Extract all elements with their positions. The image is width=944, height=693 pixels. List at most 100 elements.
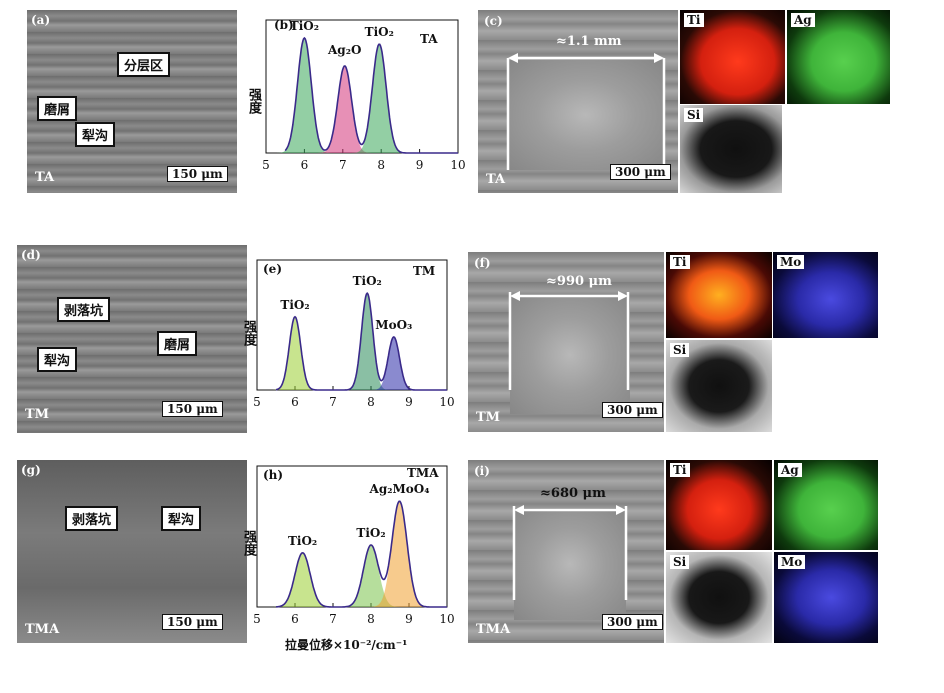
tick-label-b: 10 (450, 158, 465, 172)
tick-label-h: 6 (291, 612, 299, 626)
scale-bar-a: 150 μm (167, 166, 228, 182)
map-label-ag-c: Ag (791, 13, 815, 27)
raman-chart-e: 强度 5 6 7 8 9 10 TiO₂ TiO₂ MoO₃ (e) TM (235, 252, 460, 432)
sample-tag-b: TA (420, 32, 438, 46)
tick-label-h: 7 (329, 612, 337, 626)
panel-label-a: (a) (31, 13, 51, 27)
annotation-debris-d: 磨屑 (157, 331, 198, 356)
peak-fill-e (272, 316, 318, 390)
tick-label-e: 10 (439, 395, 454, 409)
map-label-ag-i: Ag (778, 463, 802, 477)
peak-fill-b (276, 38, 332, 153)
panel-label-c: (c) (484, 14, 503, 28)
annotation-furrow-d: 犁沟 (37, 347, 78, 372)
panel-label-i: (i) (474, 464, 490, 478)
peak-label-b: Ag₂O (327, 43, 361, 57)
peak-label-e: TiO₂ (353, 274, 382, 288)
panel-label-e: (e) (263, 262, 282, 276)
wear-track-i (514, 508, 626, 620)
sample-tag-d: TM (25, 407, 50, 422)
map-label-ti-c: Ti (684, 13, 704, 27)
map-label-si-f: Si (670, 343, 690, 357)
tick-label-b: 5 (262, 158, 270, 172)
sem-image-c: (c) ≈1.1 mm TA 300 μm (478, 10, 678, 193)
sample-tag-a: TA (35, 170, 55, 185)
y-axis-label-h: 强度 (241, 530, 256, 556)
map-label-si-i: Si (670, 555, 690, 569)
raman-svg-e: 5 6 7 8 9 10 TiO₂ TiO₂ MoO₃ (253, 259, 455, 409)
peak-label-b: TiO₂ (365, 25, 394, 39)
peak-label-e: TiO₂ (280, 298, 309, 312)
sample-tag-f: TM (476, 410, 501, 425)
panel-label-f: (f) (474, 256, 491, 270)
eds-map-ti-i: Ti (666, 460, 772, 550)
raman-svg-h: 5 6 7 8 9 10 TiO₂ TiO₂ Ag₂MoO₄ (253, 465, 455, 626)
annotation-spall-pit: 剥落坑 (57, 297, 111, 322)
sem-image-a: (a) 分层区 磨屑 犁沟 TA 150 μm (27, 10, 237, 193)
width-label-c: ≈1.1 mm (556, 34, 622, 49)
eds-map-mo-i: Mo (774, 552, 878, 643)
annotation-furrow-g: 犁沟 (161, 506, 202, 531)
eds-map-si-f: Si (666, 340, 772, 432)
eds-map-ag-c: Ag (787, 10, 890, 104)
width-label-f: ≈990 μm (546, 274, 612, 289)
sample-tag-h: TMA (407, 466, 439, 480)
map-label-ti-f: Ti (670, 255, 690, 269)
panel-label-g: (g) (21, 463, 41, 477)
sem-image-g: (g) 剥落坑 犁沟 TMA 150 μm (17, 460, 247, 643)
annotation-furrow: 犁沟 (75, 122, 116, 147)
annotation-layer-zone: 分层区 (117, 52, 171, 77)
scale-bar-d: 150 μm (162, 401, 223, 417)
annotation-debris: 磨屑 (37, 96, 78, 121)
y-axis-label-e: 强度 (241, 320, 256, 346)
panel-label-d: (d) (21, 248, 41, 262)
eds-map-si-c: Si (680, 105, 782, 193)
tick-label-e: 5 (253, 395, 261, 409)
scale-bar-i: 300 μm (602, 614, 663, 630)
tick-label-e: 7 (329, 395, 337, 409)
tick-label-h: 5 (253, 612, 261, 626)
tick-label-h: 8 (367, 612, 375, 626)
wear-track-c (508, 60, 663, 170)
peak-fill-e (371, 336, 417, 390)
raman-svg-b: 5 6 7 8 9 10 TiO₂ Ag₂O TiO₂ (262, 19, 465, 172)
sample-tag-g: TMA (25, 622, 60, 637)
peak-label-h: TiO₂ (288, 534, 317, 548)
x-axis-label-h: 拉曼位移×10⁻²/cm⁻¹ (285, 638, 408, 652)
peak-label-h: Ag₂MoO₄ (369, 482, 430, 496)
sample-tag-e: TM (413, 264, 436, 278)
peak-fill-b (351, 44, 407, 153)
y-axis-label-b: 强度 (246, 88, 261, 114)
panel-label-h: (h) (263, 468, 284, 482)
peak-fill-h (272, 552, 333, 607)
panel-label-b: (b) (274, 18, 294, 32)
tick-label-b: 7 (339, 158, 347, 172)
eds-map-ag-i: Ag (774, 460, 878, 550)
annotation-spall-pit-g: 剥落坑 (65, 506, 119, 531)
scale-bar-g: 150 μm (162, 614, 223, 630)
sem-image-i: (i) ≈680 μm TMA 300 μm (468, 460, 664, 643)
sample-tag-c: TA (486, 172, 506, 187)
tick-label-h: 10 (439, 612, 454, 626)
spectrum-line-h (275, 500, 447, 608)
spectrum-line-b (284, 36, 458, 154)
sample-tag-i: TMA (476, 622, 511, 637)
tick-label-e: 8 (367, 395, 375, 409)
scale-bar-f: 300 μm (602, 402, 663, 418)
width-arrow-c (506, 53, 666, 170)
eds-map-si-i: Si (666, 552, 772, 643)
raman-chart-h: 强度 5 6 7 8 9 10 TiO₂ TiO₂ Ag₂MoO₄ (h) TMA 拉曼位移×1… (235, 460, 460, 655)
scale-bar-c: 300 μm (610, 164, 671, 180)
wear-track-f (510, 296, 630, 414)
spectrum-line-e (275, 291, 447, 391)
peak-fill-b (317, 65, 373, 153)
eds-map-ti-f: Ti (666, 252, 772, 338)
tick-label-b: 9 (416, 158, 424, 172)
eds-map-ti-c: Ti (680, 10, 785, 104)
width-label-i: ≈680 μm (540, 486, 606, 501)
tick-label-h: 9 (405, 612, 413, 626)
sem-image-f: (f) ≈990 μm TM 300 μm (468, 252, 664, 432)
peak-fill-e (344, 293, 390, 390)
map-label-mo-f: Mo (777, 255, 805, 269)
peak-fill-h (369, 501, 430, 607)
